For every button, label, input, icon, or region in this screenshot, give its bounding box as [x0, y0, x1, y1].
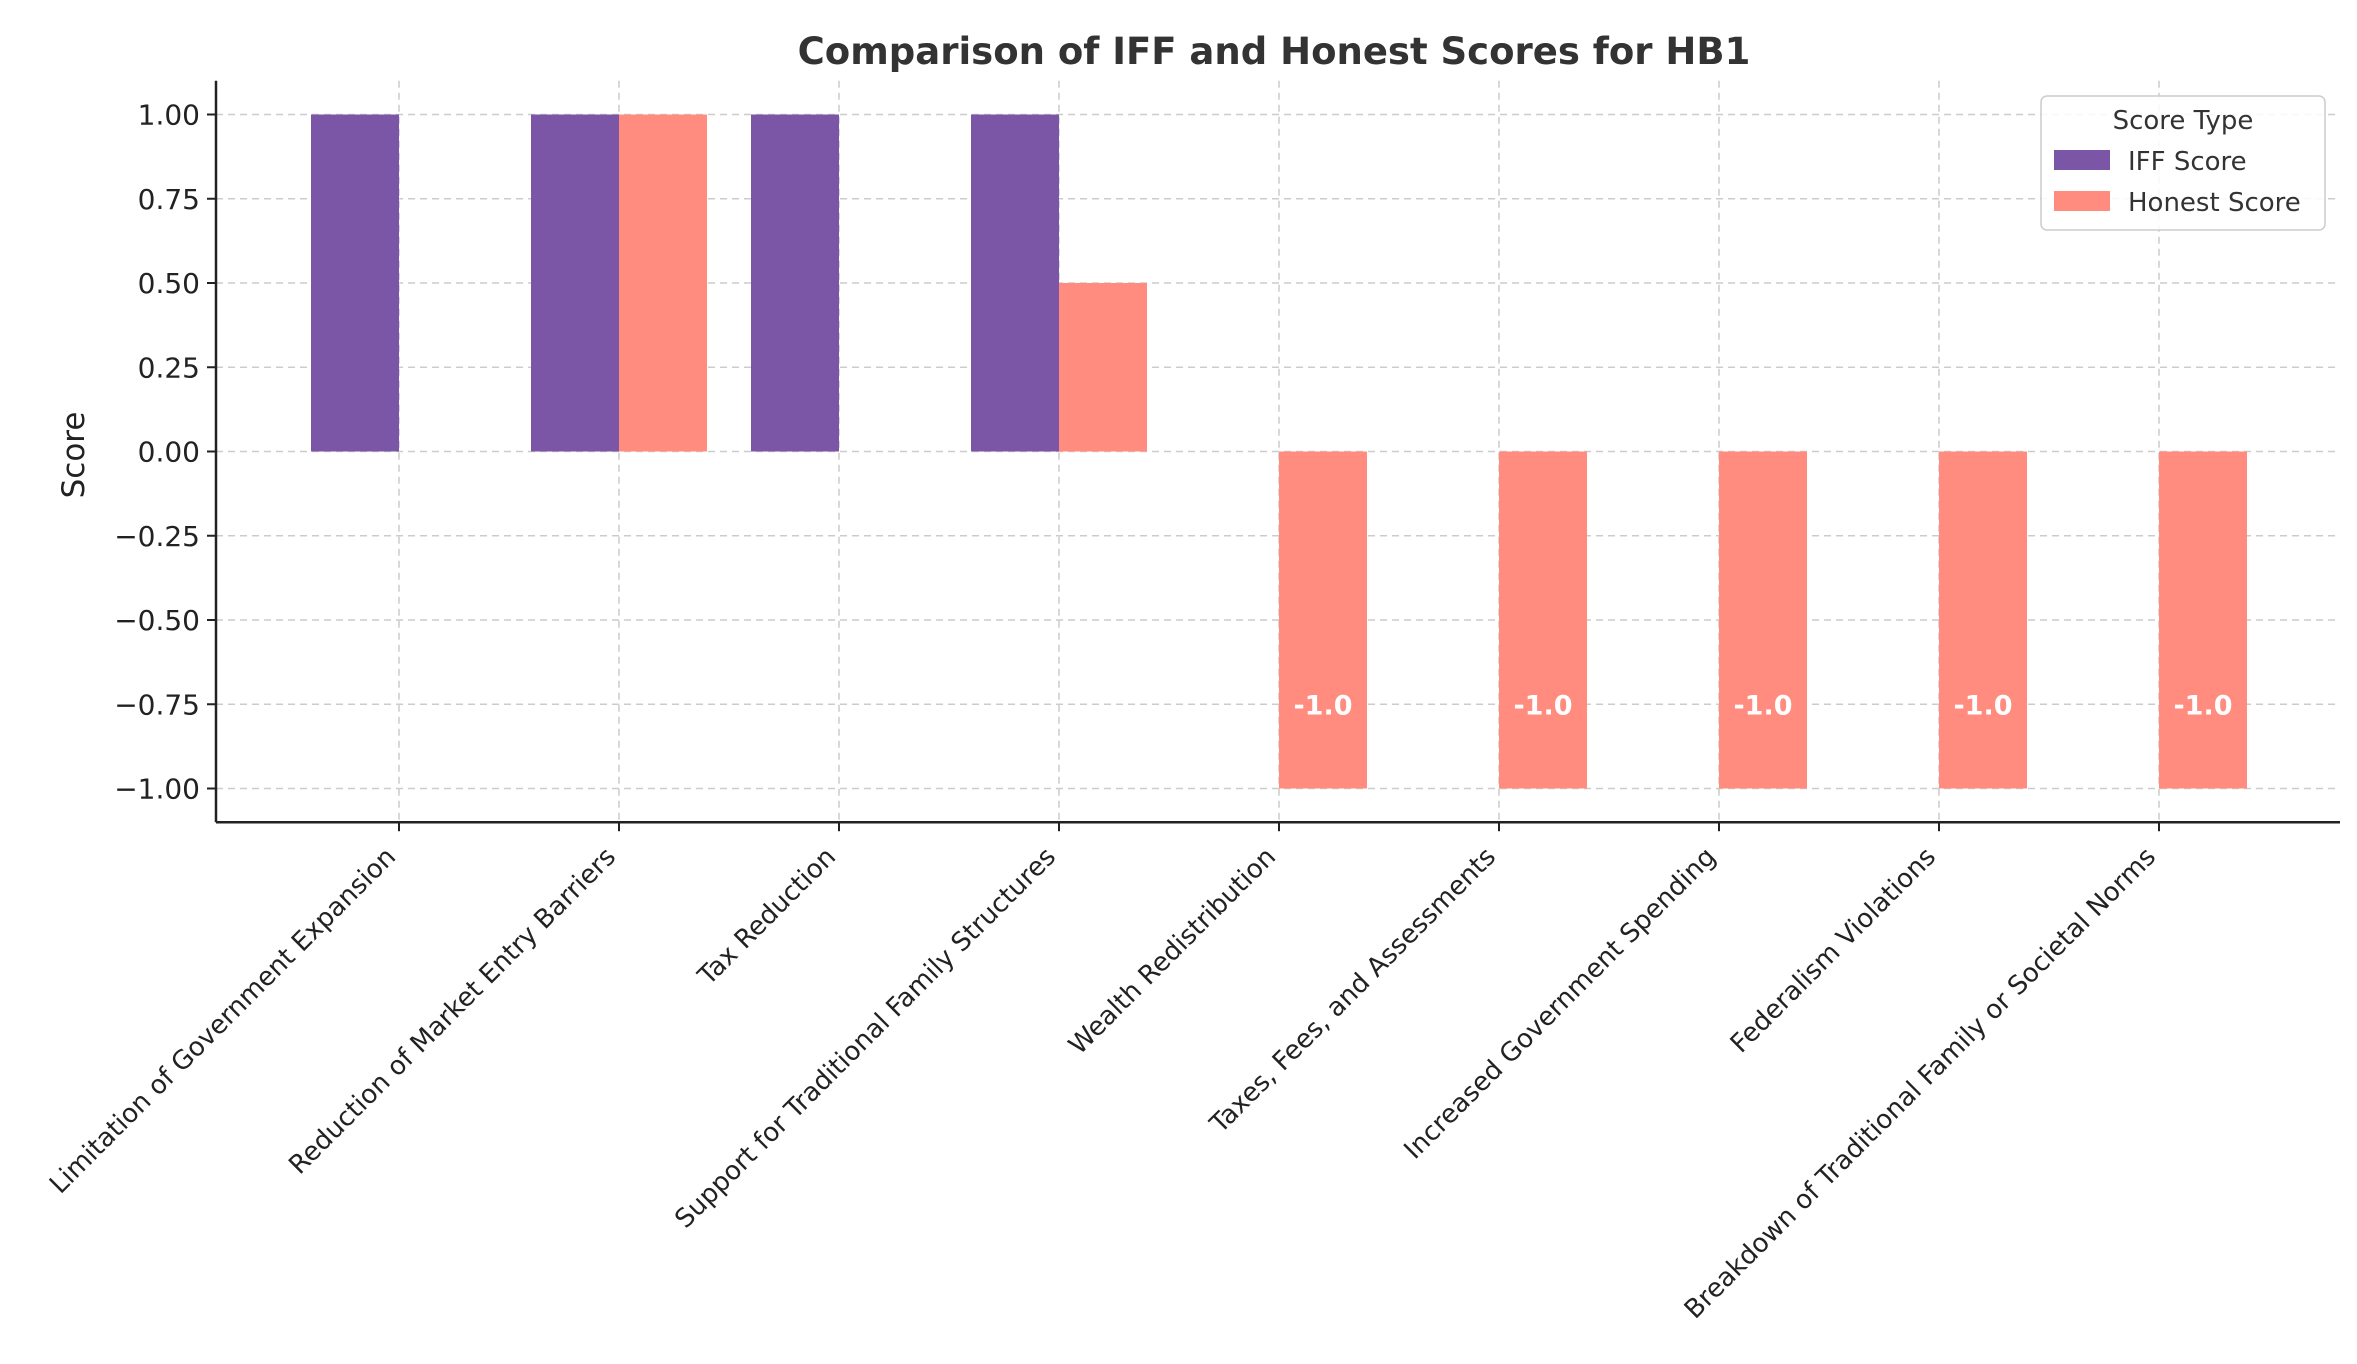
x-ticks: Limitation of Government ExpansionReduct…: [44, 822, 2162, 1325]
data-labels: -1.0 -1.0 -1.0 -1.0 -1.0: [1293, 690, 2232, 721]
data-label: -1.0: [1733, 690, 1792, 721]
bar-iff-score-limitation-of-government-expansion: [311, 114, 399, 452]
y-axis-label: Score: [56, 412, 92, 499]
bar-honest-score-support-for-traditional-family-structures: [1059, 283, 1147, 452]
x-tick-label-limitation-of-government-expansion: Limitation of Government Expansion: [44, 842, 402, 1200]
legend-frame: [2040, 95, 2326, 231]
y-tick-label: −0.25: [114, 520, 200, 553]
x-tick-label-federalism-violations: Federalism Violations: [1725, 842, 1942, 1059]
chart-title: Comparison of IFF and Honest Scores for …: [798, 30, 1751, 73]
legend-label-iff-score: IFF Score: [2128, 147, 2247, 177]
legend-title: Score Type: [2113, 106, 2254, 136]
y-tick-label: 0.50: [138, 267, 200, 300]
bar-iff-score-reduction-of-market-entry-barriers: [531, 114, 619, 452]
y-tick-label: 0.00: [138, 436, 200, 469]
legend-label-honest-score: Honest Score: [2128, 188, 2301, 218]
x-tick-label-support-for-traditional-family-structures: Support for Traditional Family Structure…: [669, 842, 1062, 1235]
y-tick-label: 0.75: [138, 183, 200, 216]
data-label: -1.0: [1293, 690, 1352, 721]
legend-swatch-honest-score: [2054, 191, 2110, 211]
bar-honest-score-wealth-redistribution: [1279, 451, 1367, 789]
y-tick-label: −1.00: [114, 773, 200, 806]
legend-swatch-iff-score: [2054, 150, 2110, 170]
data-label: -1.0: [1953, 690, 2012, 721]
bar-honest-score-federalism-violations: [1939, 451, 2027, 789]
x-tick-label-wealth-redistribution: Wealth Redistribution: [1063, 842, 1282, 1061]
bar-honest-score-reduction-of-market-entry-barriers: [619, 114, 707, 452]
y-ticks: 1.00 0.75 0.50 0.25 0.00 −0.25 −0.50 −0.75 −1.00: [114, 99, 216, 806]
x-tick-label-breakdown-of-traditional-family-or-societal-norms: Breakdown of Traditional Family or Socie…: [1679, 842, 2162, 1325]
data-label: -1.0: [2173, 690, 2232, 721]
data-label: -1.0: [1513, 690, 1572, 721]
y-tick-label: −0.50: [114, 604, 200, 637]
bar-iff-score-support-for-traditional-family-structures: [971, 114, 1059, 452]
y-tick-label: −0.75: [114, 688, 200, 721]
legend: Score Type IFF Score Honest Score: [2040, 95, 2326, 231]
bar-honest-score-breakdown-of-traditional-family-or-societal-norms: [2159, 451, 2247, 789]
y-tick-label: 1.00: [138, 99, 200, 132]
bar-iff-score-tax-reduction: [751, 114, 839, 452]
bars: [311, 114, 2247, 789]
bar-honest-score-taxes-fees-and-assessments: [1499, 451, 1587, 789]
x-tick-label-tax-reduction: Tax Reduction: [692, 842, 842, 992]
y-tick-label: 0.25: [138, 351, 200, 384]
bar-honest-score-increased-government-spending: [1719, 451, 1807, 789]
